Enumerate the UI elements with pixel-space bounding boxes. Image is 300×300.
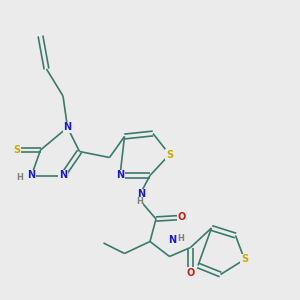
Text: H: H [16, 172, 23, 182]
Text: S: S [166, 149, 173, 160]
Text: O: O [177, 212, 186, 223]
Text: N: N [168, 235, 176, 245]
Text: O: O [186, 268, 195, 278]
Text: N: N [63, 122, 72, 133]
Text: H: H [136, 197, 143, 206]
Text: N: N [137, 189, 145, 199]
Text: N: N [59, 170, 67, 181]
Text: H: H [177, 234, 184, 243]
Text: S: S [13, 145, 20, 155]
Text: N: N [116, 170, 124, 181]
Text: S: S [241, 254, 248, 265]
Text: N: N [27, 170, 36, 181]
